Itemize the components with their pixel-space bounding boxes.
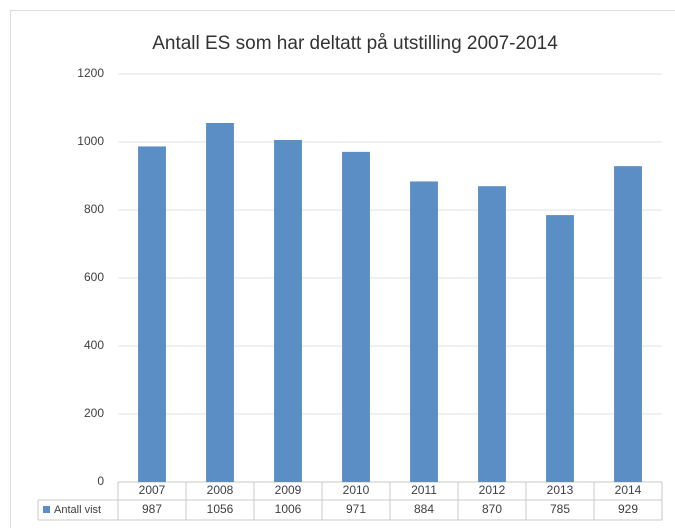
bar [478,186,506,482]
table-value: 884 [414,502,434,516]
y-tick-label: 200 [84,406,104,420]
table-value: 1056 [207,502,234,516]
legend-swatch [43,506,50,513]
bar [410,181,438,482]
x-tick-label: 2014 [615,483,642,497]
x-tick-label: 2012 [479,483,506,497]
x-tick-label: 2013 [547,483,574,497]
x-tick-label: 2010 [343,483,370,497]
y-tick-label: 800 [84,202,104,216]
x-tick-label: 2008 [207,483,234,497]
bar [614,166,642,482]
y-tick-label: 400 [84,338,104,352]
y-tick-label: 1000 [77,134,104,148]
table-value: 987 [142,502,162,516]
x-tick-label: 2009 [275,483,302,497]
y-tick-label: 0 [97,474,104,488]
table-value: 971 [346,502,366,516]
table-value: 870 [482,502,502,516]
table-value: 929 [618,502,638,516]
table-value: 1006 [275,502,302,516]
chart-title: Antall ES som har deltatt på utstilling … [152,33,558,54]
bar [138,146,166,483]
bar [206,122,234,483]
legend-label: Antall vist [54,504,101,516]
x-tick-label: 2011 [411,483,437,497]
table-value: 785 [550,502,570,516]
bar [546,215,574,482]
chart-border [10,10,675,528]
y-tick-label: 1200 [77,66,104,80]
bar [342,151,370,483]
y-tick-label: 600 [84,270,104,284]
x-tick-label: 2007 [139,483,166,497]
bar [274,139,302,482]
